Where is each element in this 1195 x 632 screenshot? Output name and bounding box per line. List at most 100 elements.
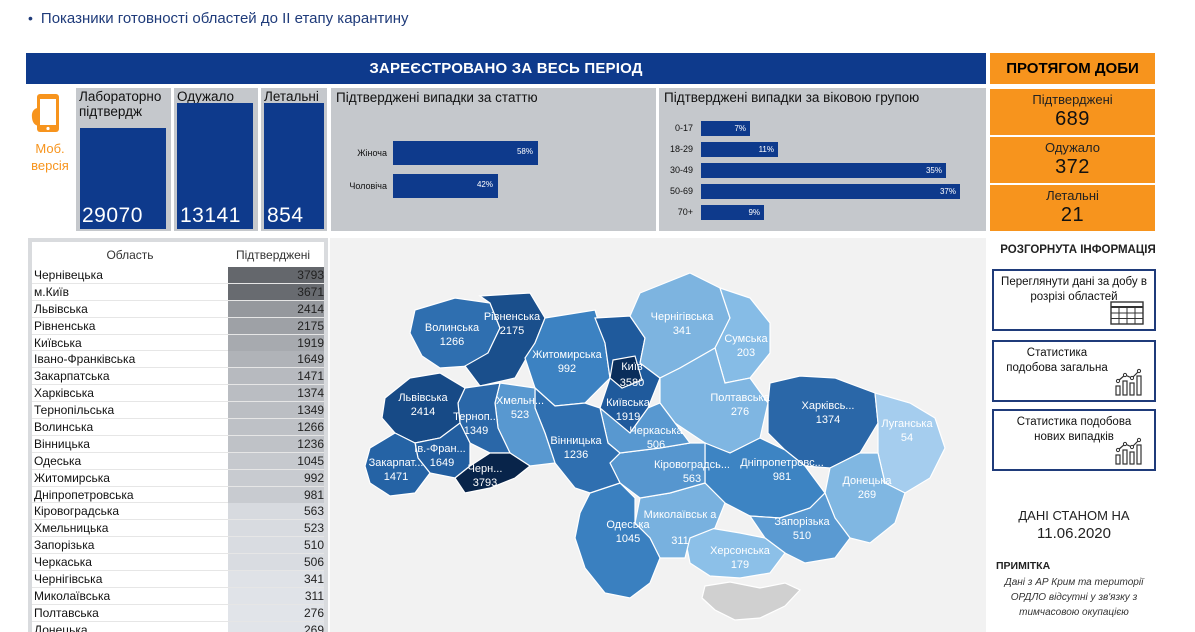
table-cell-confirmed: 2414	[228, 300, 324, 317]
age-bar[interactable]: 7%	[701, 121, 750, 136]
kpi-lab-confirmed: Лабораторно підтвердж 29070	[76, 88, 171, 231]
table-row[interactable]: Одеська 1045	[32, 452, 324, 470]
table-cell-confirmed: 276	[228, 604, 324, 621]
table-row[interactable]: Київська 1919	[32, 334, 324, 352]
table-row[interactable]: Закарпатська 1471	[32, 368, 324, 386]
map-region-kherson[interactable]	[684, 527, 786, 579]
table-row[interactable]: Дніпропетровська 981	[32, 486, 324, 504]
map-value-sumy: 203	[737, 347, 755, 359]
table-cell-region: Закарпатська	[34, 369, 110, 384]
map-value-kyivska: 1919	[616, 411, 640, 423]
daily-confirmed-label: Підтверджені	[1032, 92, 1113, 107]
map-value-zaporizhzhia: 510	[793, 530, 811, 542]
table-row[interactable]: м.Київ 3671	[32, 283, 324, 301]
table-cell-confirmed-value: 1649	[297, 352, 324, 367]
map-region-chernivtsi[interactable]	[454, 452, 532, 494]
table-row[interactable]: Запорізька 510	[32, 537, 324, 555]
table-cell-confirmed: 1045	[228, 452, 324, 469]
map-region-luhansk[interactable]	[874, 392, 946, 494]
table-row[interactable]: Миколаївська 311	[32, 587, 324, 605]
table-row[interactable]: Донецька 269	[32, 621, 324, 632]
map-region-zakarpattia[interactable]	[364, 432, 431, 497]
age-bar-label: 37%	[939, 187, 956, 196]
age-bar[interactable]: 35%	[701, 163, 946, 178]
daily-stats-new-cases-button[interactable]: Статистика подобова нових випадків	[992, 409, 1156, 471]
age-chart-title: Підтверджені випадки за віковою групою	[664, 90, 920, 105]
table-row[interactable]: Хмельницька 523	[32, 520, 324, 538]
table-cell-confirmed-value: 3793	[297, 268, 324, 282]
table-row[interactable]: Львівська 2414	[32, 300, 324, 318]
map-value-ternopil: 1349	[464, 425, 488, 437]
table-cell-confirmed: 1471	[228, 368, 324, 385]
table-row[interactable]: Чернівецька 3793	[32, 267, 324, 284]
age-bar[interactable]: 9%	[701, 205, 764, 220]
table-row[interactable]: Івано-Франківська 1649	[32, 351, 324, 369]
daily-recovered: Одужало 372	[990, 137, 1155, 183]
map-value-cherkasy: 506	[647, 439, 665, 451]
map-label-kherson: Херсонська	[710, 545, 771, 557]
kpi-recovered: Одужало 13141	[174, 88, 258, 231]
bullet: •	[28, 10, 33, 26]
map-region-odesa[interactable]	[574, 482, 661, 599]
map-label-kyiv-city: Київ	[621, 361, 643, 373]
table-header: Область Підтверджені	[32, 242, 324, 268]
regions-table[interactable]: Область Підтверджені Чернівецька 3793 м.Ки…	[28, 238, 328, 632]
age-bar-label: 35%	[925, 166, 942, 175]
daily-stats-general-button[interactable]: Статистика подобова загальна	[992, 340, 1156, 402]
mobile-phone-icon[interactable]	[28, 92, 68, 136]
data-as-of-date: 11.06.2020	[1037, 525, 1111, 542]
gender-bar[interactable]: 42%	[393, 174, 498, 198]
map-label-ivano-frankivsk: Ів.-Фран...	[414, 443, 465, 455]
map-value-mykolaiv: 311	[671, 535, 689, 547]
table-row[interactable]: Тернопільська 1349	[32, 402, 324, 420]
table-cell-confirmed-value: 341	[303, 572, 324, 587]
note-title: ПРИМІТКА	[996, 560, 1051, 572]
table-row[interactable]: Чернігівська 341	[32, 571, 324, 588]
age-category-label: 30-49	[669, 165, 693, 175]
gender-bar-label: 58%	[516, 147, 533, 156]
table-body: Чернівецька 3793 м.Київ 3671 Львівська 2414 Рі…	[32, 267, 324, 632]
daily-by-region-button[interactable]: Переглянути дані за добу в розрізі облас…	[992, 269, 1156, 331]
map-label-zaporizhzhia: Запорізька	[774, 516, 830, 528]
table-cell-region: Полтавська	[34, 605, 99, 620]
table-cell-confirmed-value: 1045	[297, 453, 324, 468]
map-label-chernihiv: Чернігівська	[651, 311, 715, 323]
table-row[interactable]: Полтавська 276	[32, 604, 324, 622]
table-row[interactable]: Вінницька 1236	[32, 435, 324, 453]
map-region-kyiv-city[interactable]	[609, 355, 643, 389]
age-bar[interactable]: 37%	[701, 184, 960, 199]
table-row[interactable]: Харківська 1374	[32, 385, 324, 403]
map-label-cherkasy: Черкаська	[629, 425, 683, 437]
kpi-deaths-value: 854	[267, 204, 304, 227]
column-header-region[interactable]: Область	[106, 248, 154, 262]
table-row[interactable]: Кіровоградська 563	[32, 503, 324, 521]
table-cell-region: Львівська	[34, 301, 88, 316]
table-cell-region: Хмельницька	[34, 521, 109, 536]
table-row[interactable]: Волинська 1266	[32, 419, 324, 436]
table-cell-confirmed: 981	[228, 486, 324, 503]
map-value-donetsk: 269	[858, 489, 876, 501]
table-row[interactable]: Рівненська 2175	[32, 317, 324, 335]
map-value-luhansk: 54	[901, 432, 913, 444]
table-cell-confirmed-value: 1471	[297, 369, 324, 384]
kpi-deaths-bar	[264, 103, 324, 229]
table-cell-confirmed-value: 3671	[297, 284, 324, 299]
column-header-confirmed[interactable]: Підтверджені	[236, 248, 311, 262]
map-value-vinnytsia: 1236	[564, 449, 588, 461]
mobile-version-link[interactable]: Моб. версія	[31, 141, 69, 173]
table-cell-confirmed-value: 311	[304, 588, 324, 603]
table-cell-confirmed-value: 510	[303, 538, 324, 553]
daily-by-region-button-label: Переглянути дані за добу в розрізі облас…	[1001, 276, 1147, 303]
table-cell-region: Харківська	[34, 386, 94, 401]
map-value-khmelnytskyi: 523	[511, 409, 529, 421]
daily-recovered-label: Одужало	[1045, 140, 1100, 155]
kpi-recovered-value: 13141	[180, 204, 241, 227]
data-as-of-label: ДАНІ СТАНОМ НА	[1018, 508, 1130, 523]
map-label-mykolaiv: Миколаївськ а	[644, 509, 718, 521]
ukraine-map[interactable]: Волинська 1266 Рівненська 2175 Житомирсь…	[330, 238, 986, 632]
table-cell-confirmed: 523	[228, 520, 324, 537]
gender-bar[interactable]: 58%	[393, 141, 538, 165]
table-row[interactable]: Черкаська 506	[32, 554, 324, 572]
table-row[interactable]: Житомирська 992	[32, 469, 324, 487]
age-bar[interactable]: 11%	[701, 142, 778, 157]
